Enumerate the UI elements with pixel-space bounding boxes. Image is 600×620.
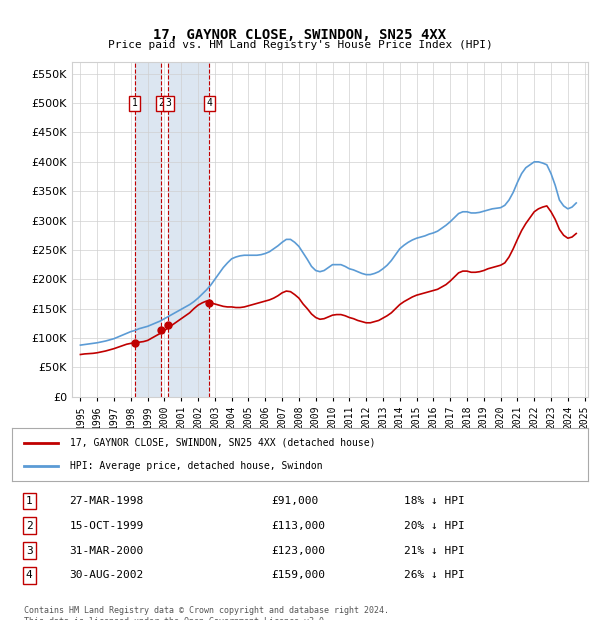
Text: 1: 1 [26,496,32,506]
Text: 3: 3 [166,98,171,108]
Text: 31-MAR-2000: 31-MAR-2000 [70,546,144,556]
Text: £91,000: £91,000 [271,496,319,506]
Text: Contains HM Land Registry data © Crown copyright and database right 2024.
This d: Contains HM Land Registry data © Crown c… [24,606,389,620]
Bar [134,62,161,397]
Text: Price paid vs. HM Land Registry's House Price Index (HPI): Price paid vs. HM Land Registry's House … [107,40,493,50]
Text: 4: 4 [206,98,212,108]
Text: HPI: Average price, detached house, Swindon: HPI: Average price, detached house, Swin… [70,461,322,471]
Text: 26% ↓ HPI: 26% ↓ HPI [404,570,464,580]
Text: 27-MAR-1998: 27-MAR-1998 [70,496,144,506]
Text: 17, GAYNOR CLOSE, SWINDON, SN25 4XX: 17, GAYNOR CLOSE, SWINDON, SN25 4XX [154,28,446,42]
Text: 4: 4 [26,570,32,580]
Text: 20% ↓ HPI: 20% ↓ HPI [404,521,464,531]
Text: 18% ↓ HPI: 18% ↓ HPI [404,496,464,506]
Text: £113,000: £113,000 [271,521,325,531]
Text: 1: 1 [132,98,137,108]
Text: £159,000: £159,000 [271,570,325,580]
Text: 2: 2 [26,521,32,531]
Text: 2: 2 [158,98,164,108]
Text: 3: 3 [26,546,32,556]
Text: 17, GAYNOR CLOSE, SWINDON, SN25 4XX (detached house): 17, GAYNOR CLOSE, SWINDON, SN25 4XX (det… [70,438,375,448]
Bar [169,62,209,397]
Text: 30-AUG-2002: 30-AUG-2002 [70,570,144,580]
Text: 21% ↓ HPI: 21% ↓ HPI [404,546,464,556]
Text: £123,000: £123,000 [271,546,325,556]
Text: 15-OCT-1999: 15-OCT-1999 [70,521,144,531]
